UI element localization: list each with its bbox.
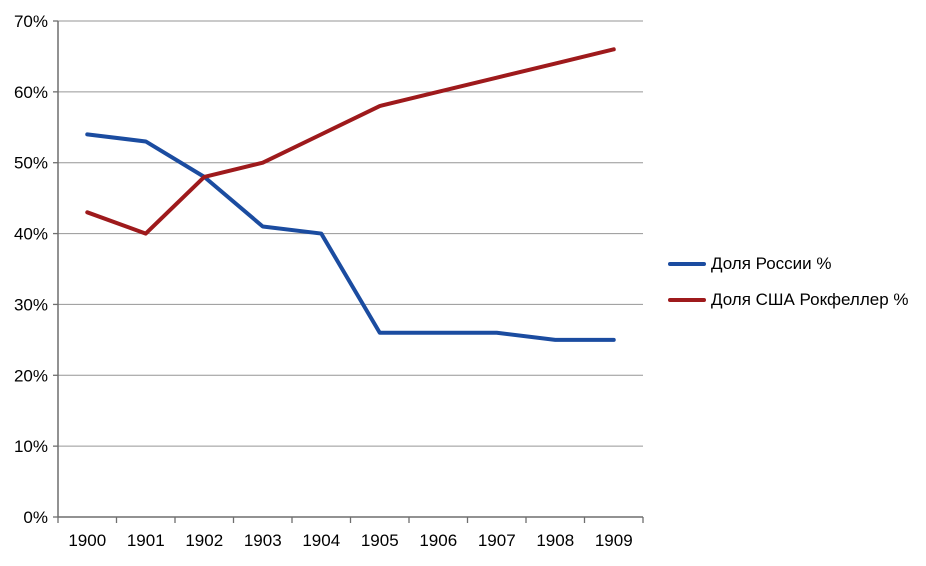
legend-line-swatch-russia [668, 262, 706, 266]
y-axis-label: 40% [14, 225, 48, 244]
x-axis-label: 1909 [595, 531, 633, 550]
legend-line-swatch-usa [668, 298, 706, 302]
legend-item-usa[interactable]: Доля США Рокфеллер % [668, 290, 909, 310]
x-axis-label: 1903 [244, 531, 282, 550]
y-axis-label: 70% [14, 12, 48, 31]
legend-item-russia[interactable]: Доля России % [668, 254, 909, 274]
series-line-russia [85, 132, 616, 342]
x-axis-label: 1905 [361, 531, 399, 550]
y-axis-label: 10% [14, 437, 48, 456]
legend: Доля России % Доля США Рокфеллер % [668, 254, 909, 326]
y-axis-label: 0% [23, 508, 48, 527]
legend-label-russia: Доля России % [711, 254, 832, 273]
x-axis-label: 1906 [419, 531, 457, 550]
x-axis-label: 1900 [68, 531, 106, 550]
legend-label-usa: Доля США Рокфеллер % [711, 290, 909, 309]
series-line-usa [85, 47, 616, 236]
y-axis-label: 60% [14, 83, 48, 102]
x-axis-label: 1904 [302, 531, 340, 550]
x-axis-label: 1908 [536, 531, 574, 550]
y-axis-label: 30% [14, 295, 48, 314]
x-axis-label: 1902 [185, 531, 223, 550]
y-axis-label: 20% [14, 366, 48, 385]
x-axis-label: 1907 [478, 531, 516, 550]
x-axis-label: 1901 [127, 531, 165, 550]
y-axis-label: 50% [14, 154, 48, 173]
